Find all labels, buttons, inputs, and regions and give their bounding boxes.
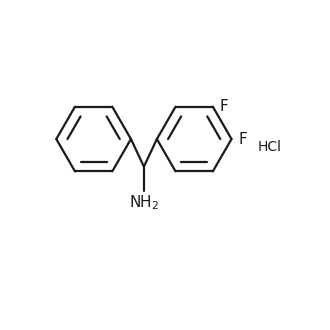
Text: F: F	[239, 132, 248, 147]
Text: HCl: HCl	[257, 140, 281, 154]
Text: NH$_2$: NH$_2$	[129, 194, 159, 212]
Text: F: F	[220, 99, 229, 114]
